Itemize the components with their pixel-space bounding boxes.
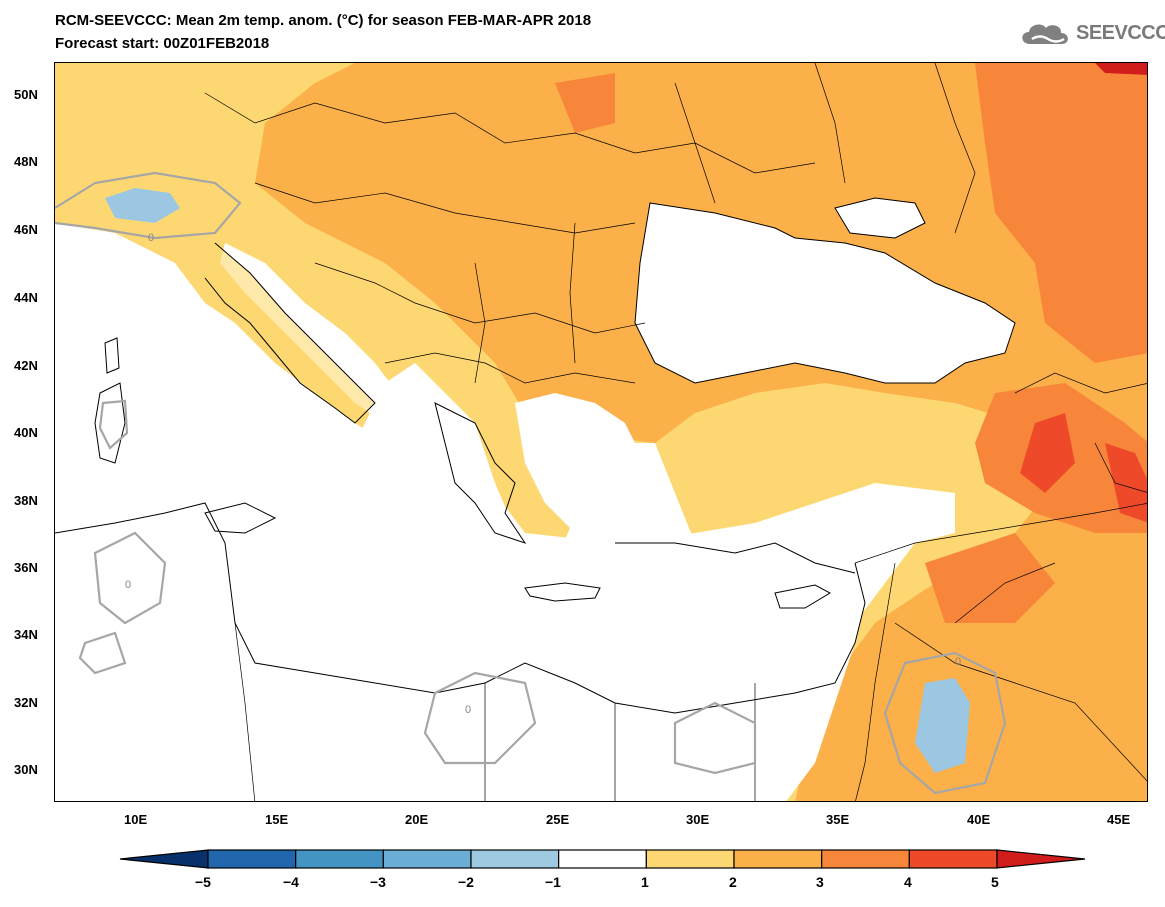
contour-jordan [883, 651, 1007, 795]
colorbar-swatch-5 [558, 849, 647, 869]
crete-coast [524, 582, 601, 602]
colorbar-swatch-6 [645, 849, 735, 869]
anomaly-area-warm2-central [255, 63, 1147, 801]
contour-alps [55, 171, 242, 240]
lon-label-20e: 20E [405, 812, 429, 827]
lat-label-46n: 46N [14, 222, 38, 237]
forecast-start-label: Forecast start: 00Z01FEB2018 [55, 35, 270, 52]
adriatic-sea [220, 243, 405, 423]
colorbar-tick--4: −4 [283, 874, 299, 890]
contour-sardinia [98, 399, 129, 450]
contour-tunisia [93, 531, 167, 625]
contour-algeria [78, 631, 127, 675]
map-title: RCM-SEEVCCC: Mean 2m temp. anom. (°C) fo… [55, 12, 592, 29]
lat-label-34n: 34N [14, 627, 38, 642]
tyrrhenian-sea [105, 283, 275, 503]
lat-label-42n: 42N [14, 358, 38, 373]
seevccc-logo: SEEVCCC [1018, 20, 1165, 46]
mediterranean-sea [55, 363, 865, 801]
italy-land [205, 243, 375, 423]
contour-egypt [673, 701, 757, 775]
azov-coast [834, 197, 926, 239]
cloud-logo-icon [1022, 24, 1068, 44]
black-sea-coast [634, 202, 1016, 384]
anomaly-area-warm3-syria [925, 533, 1055, 623]
lat-label-38n: 38N [14, 493, 38, 508]
anomaly-area-warm5-ne-corner [1095, 63, 1147, 75]
lat-label-50n: 50N [14, 87, 38, 102]
lat-label-36n: 36N [14, 560, 38, 575]
lon-label-10e: 10E [124, 812, 148, 827]
contour-libya [423, 671, 537, 765]
colorbar-swatch-8 [821, 849, 910, 869]
aegean-sea [515, 393, 645, 533]
colorbar-swatch-4 [470, 849, 560, 869]
contour-label-alps: 0 [148, 232, 154, 244]
anomaly-area-cool-alps [105, 188, 180, 223]
anomaly-area-cool-jordan [915, 678, 970, 773]
colorbar-swatch-2 [295, 849, 384, 869]
colorbar-swatch-9 [908, 849, 998, 869]
country-borders [204, 63, 1147, 801]
colorbar-swatch-7 [733, 849, 823, 869]
anomaly-area-warm3-ukraine [555, 73, 615, 133]
colorbar-tick--5: −5 [195, 874, 211, 890]
lon-label-25e: 25E [546, 812, 570, 827]
lat-label-30n: 30N [14, 762, 38, 777]
lat-label-40n: 40N [14, 425, 38, 440]
colorbar-tick--2: −2 [458, 874, 474, 890]
lon-label-35e: 35E [826, 812, 850, 827]
contour-label-jordan: 0 [955, 656, 961, 668]
lon-label-45e: 45E [1107, 812, 1131, 827]
zero-contours [55, 171, 1007, 795]
anomaly-area-warm4-caucasus [1020, 413, 1075, 493]
colorbar-swatch-1 [207, 849, 297, 869]
cyprus-coast [774, 584, 832, 609]
sea-areas [55, 198, 1015, 801]
corsica-coast [104, 337, 120, 374]
contour-label-libya: 0 [465, 704, 471, 716]
colorbar-tick--3: −3 [370, 874, 386, 890]
anomaly-area-warm3-east [975, 63, 1147, 363]
lon-label-30e: 30E [686, 812, 710, 827]
colorbar-tick-4: 4 [904, 874, 912, 890]
colorbar-tick-1: 1 [641, 874, 649, 890]
logo-text: SEEVCCC [1076, 21, 1165, 44]
map-panel: 0 0 0 0 [54, 62, 1148, 802]
lat-label-32n: 32N [14, 695, 38, 710]
lat-label-44n: 44N [14, 290, 38, 305]
colorbar-tick-5: 5 [991, 874, 999, 890]
colorbar-swatch-3 [382, 849, 472, 869]
greece-coast [434, 402, 527, 544]
anomaly-area-warm4-iran [1105, 443, 1147, 523]
black-sea [635, 203, 1015, 383]
colorbar-tick-2: 2 [729, 874, 737, 890]
anomaly-map: 0 0 0 0 [55, 63, 1147, 801]
lon-label-40e: 40E [967, 812, 991, 827]
colorbar-swatch-0 [119, 849, 209, 869]
lat-label-48n: 48N [14, 154, 38, 169]
lon-label-15e: 15E [265, 812, 289, 827]
sardinia-coast [94, 382, 126, 464]
azov-sea [835, 198, 925, 238]
turkey-south-coast [615, 542, 856, 574]
colorbar-tick-3: 3 [816, 874, 824, 890]
italy-coast [204, 242, 376, 424]
colorbar-tick--1: −1 [545, 874, 561, 890]
sicily-coast [204, 502, 277, 534]
contour-label-tunisia: 0 [125, 579, 131, 591]
colorbar-swatch-10 [996, 849, 1086, 869]
